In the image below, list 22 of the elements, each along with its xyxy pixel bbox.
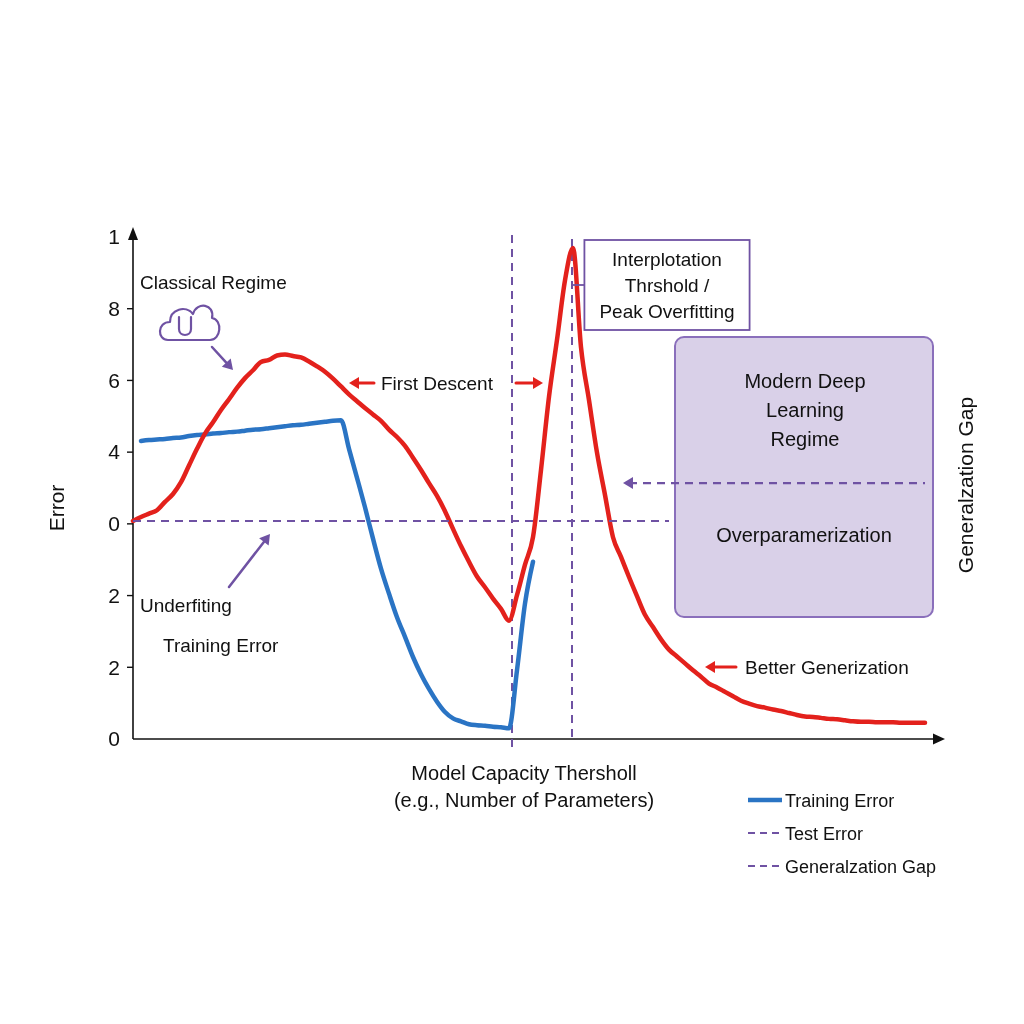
text: 0 [108, 727, 120, 751]
text: 0 [108, 512, 120, 536]
y-axis-title: Error [45, 484, 69, 532]
text: 2 [108, 583, 120, 607]
annotation: Interplotation Thrshold / Peak Overfitting [599, 248, 735, 322]
text: 8 [108, 297, 120, 321]
annotation: Underfiting [140, 594, 232, 616]
annotation: Overparamerization [716, 524, 892, 546]
legend-label: Generalzation Gap [785, 856, 937, 877]
text: 2 [108, 655, 120, 679]
text: Generalzation Gap [954, 396, 978, 574]
text: 6 [108, 368, 120, 392]
annotation: First Descent [381, 372, 494, 394]
text: 1 [108, 225, 120, 249]
legend-label: Training Error [785, 790, 895, 811]
annotation: Better Generization [745, 656, 909, 678]
x-axis-title: Model Capacity Thersholl (e.g., Number of Parameters) [393, 762, 655, 811]
annotation: Classical Regime [140, 271, 287, 293]
legend-label: Test Error [785, 823, 864, 844]
annotation: Modern Deep Learning Regime [744, 370, 866, 450]
annotation: Training Error [163, 634, 280, 656]
text: 4 [108, 440, 121, 464]
